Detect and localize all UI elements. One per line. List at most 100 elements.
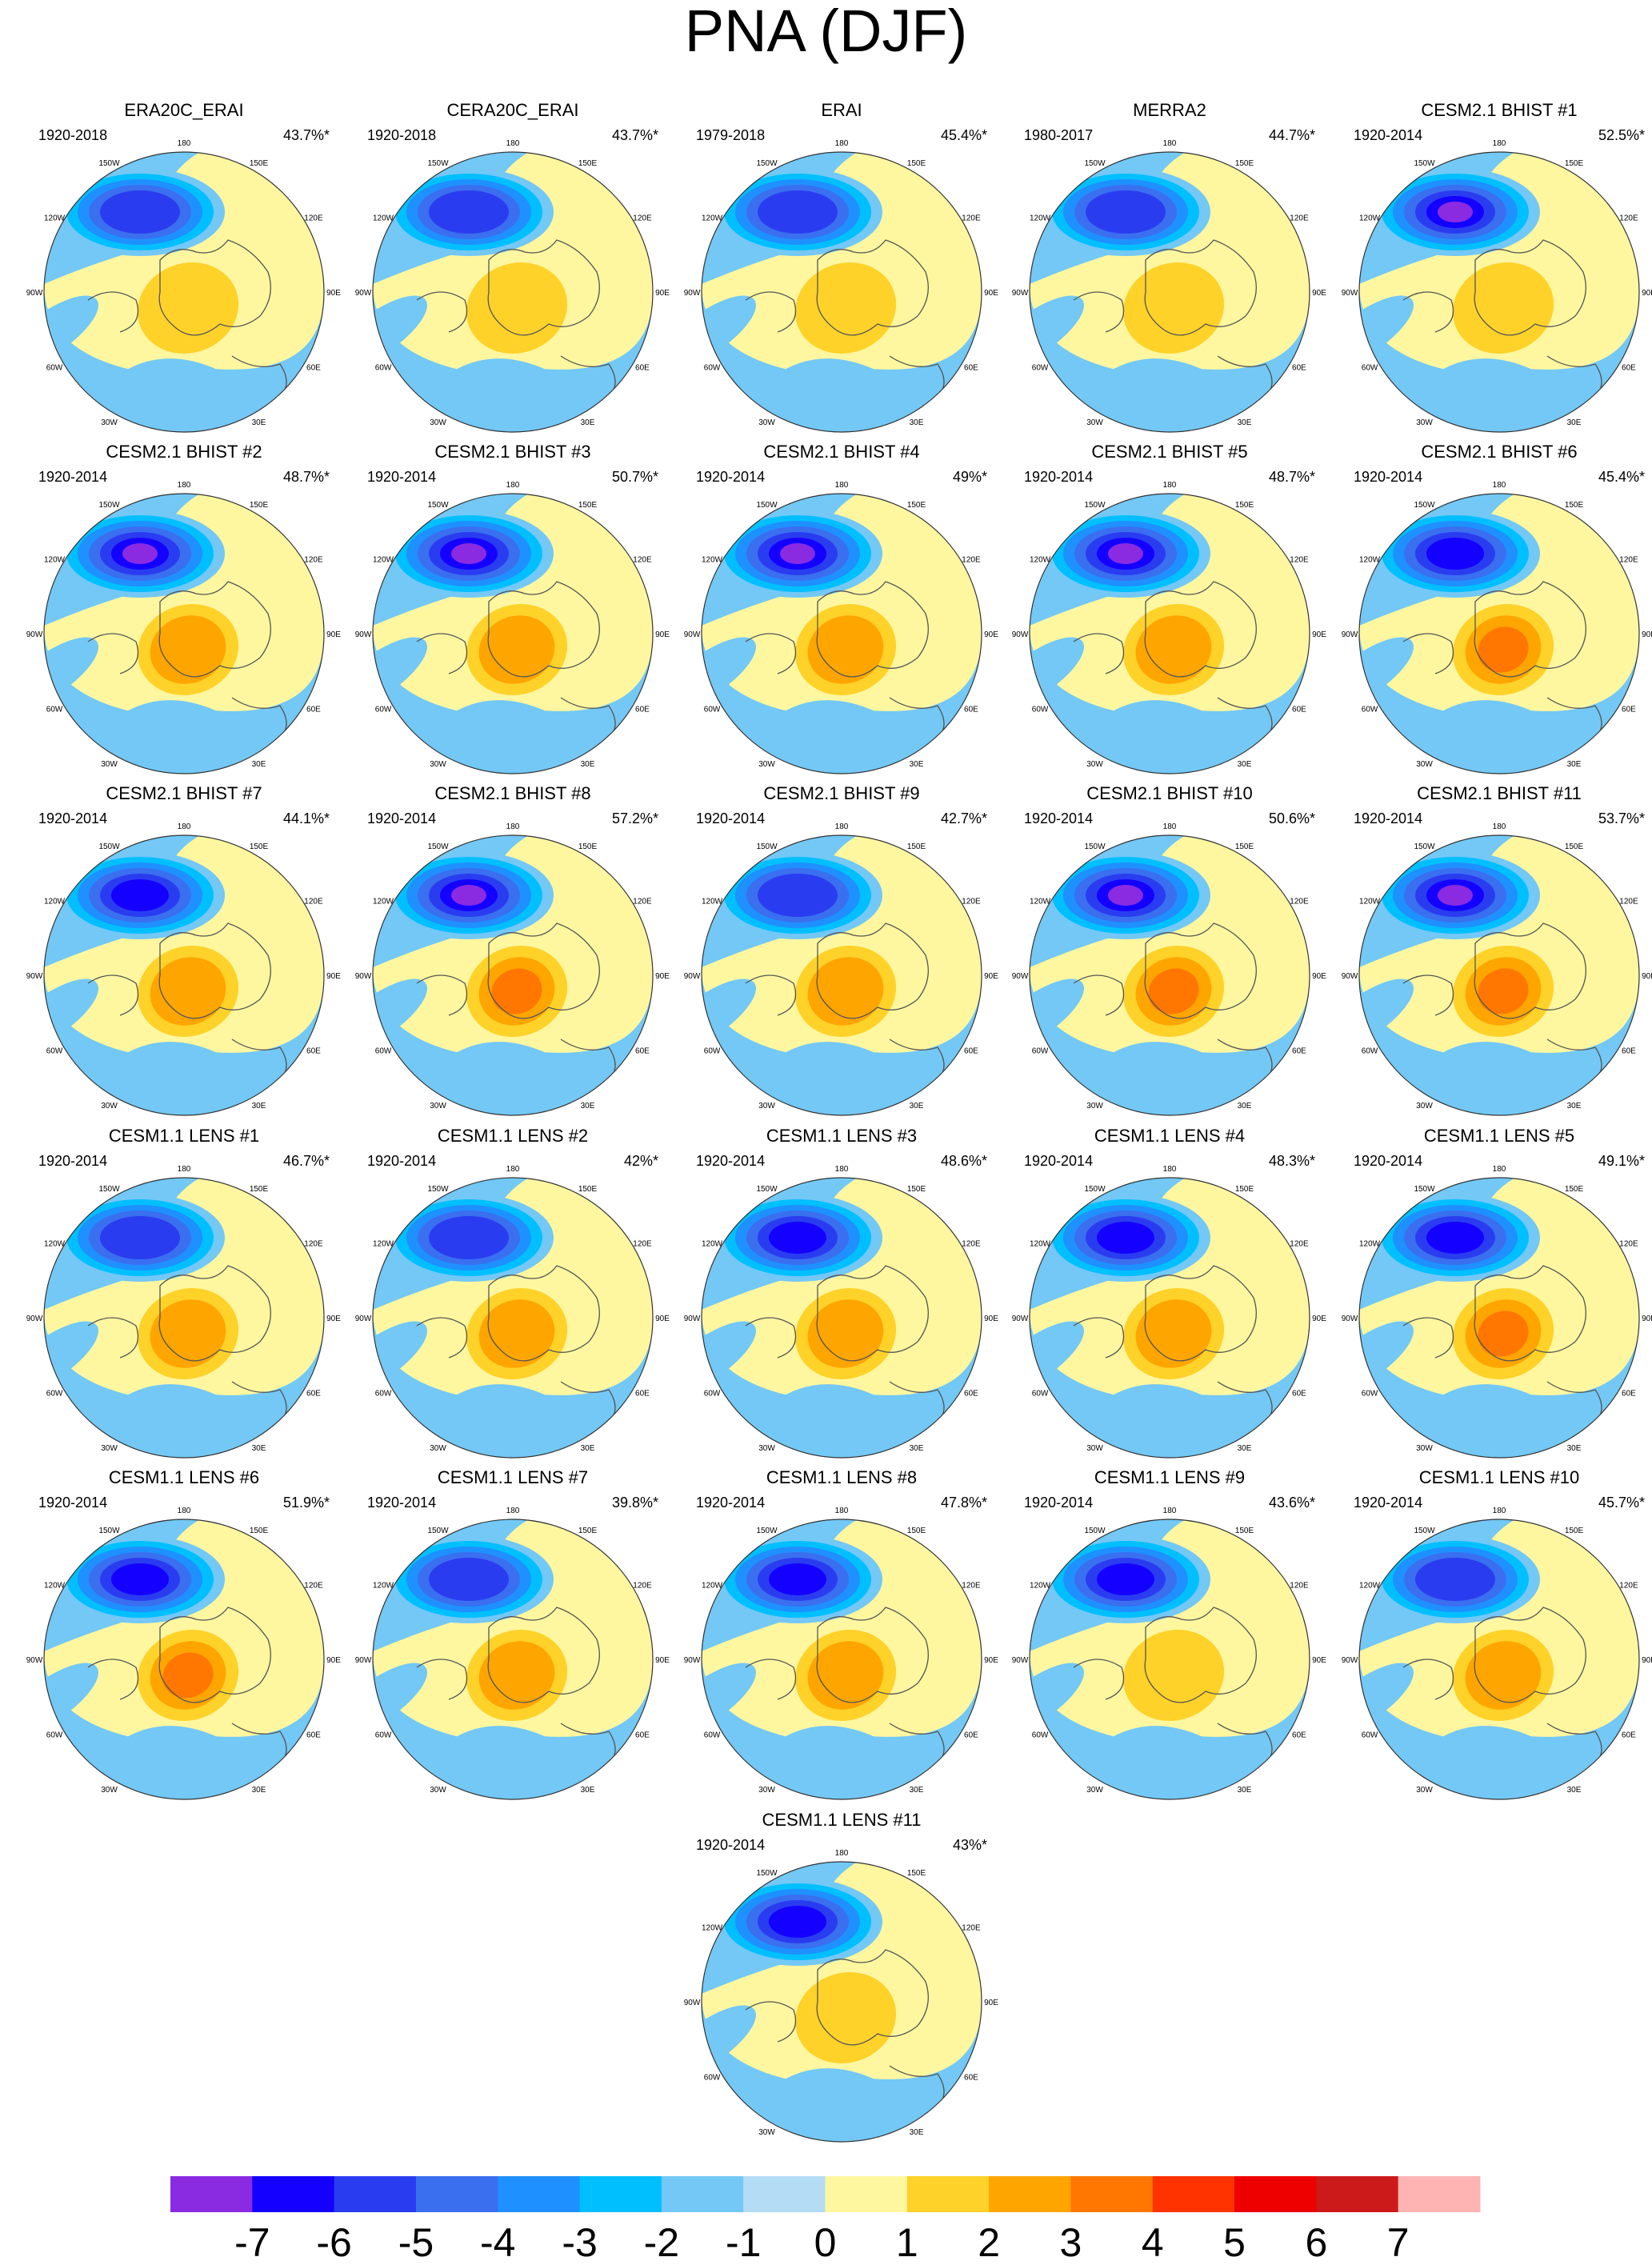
trough-contour (429, 1558, 509, 1601)
longitude-label: 90E (984, 630, 998, 639)
longitude-label: 30E (1238, 1444, 1252, 1453)
polar-map: 180150W150E120W120E90W90E60W60E30W30E0 (684, 139, 998, 433)
map-panel: 180150W150E120W120E90W90E60W60E30W30E0CE… (24, 1467, 344, 1803)
panel-period: 1920-2014 (367, 469, 437, 485)
colorbar-swatch (1070, 2176, 1154, 2212)
colorbar-swatch (906, 2176, 990, 2212)
longitude-label: 90E (326, 289, 341, 298)
positive-anomaly-region (373, 152, 653, 370)
longitude-label: 60E (635, 706, 650, 714)
panel-period: 1920-2014 (1354, 1153, 1423, 1169)
polar-map: 180150W150E120W120E90W90E60W60E30W30E0 (1342, 822, 1652, 1116)
positive-anomaly-region (1030, 835, 1310, 1053)
panel-variance: 43.7%* (611, 127, 658, 143)
longitude-label: 60E (635, 1390, 650, 1399)
longitude-label: 180 (178, 1165, 191, 1174)
longitude-label: 60E (964, 1390, 978, 1399)
longitude-label: 180 (1163, 1165, 1177, 1174)
panel-period: 1920-2018 (38, 127, 108, 143)
longitude-label: 150W (1414, 1185, 1435, 1194)
positive-anomaly-region (1030, 1519, 1310, 1737)
map-boundary (372, 151, 654, 433)
longitude-label: 30W (101, 418, 118, 427)
panel-variance: 52.5%* (1598, 127, 1645, 143)
longitude-label: 180 (506, 139, 520, 148)
map-boundary (372, 493, 654, 774)
map-panel: 180150W150E120W120E90W90E60W60E30W30E0CE… (1339, 100, 1652, 436)
colorbar-tick-label: 5 (1223, 2220, 1246, 2265)
longitude-label: 150E (578, 159, 598, 168)
map-panel: 180150W150E120W120E90W90E60W60E30W30E0CE… (1010, 442, 1330, 778)
longitude-label: 60E (635, 364, 650, 373)
longitude-label: 60W (375, 1390, 392, 1399)
polar-map: 180150W150E120W120E90W90E60W60E30W30E0 (684, 1165, 998, 1459)
panel-title: CESM1.1 LENS #3 (766, 1126, 918, 1146)
longitude-label: 60E (1292, 364, 1306, 373)
longitude-label: 60W (1362, 1731, 1378, 1740)
ridge-contour (1478, 1311, 1529, 1357)
positive-anomaly-region (44, 835, 324, 1053)
longitude-label: 90E (1312, 289, 1326, 298)
longitude-label: 180 (178, 1507, 191, 1515)
longitude-label: 30E (581, 760, 595, 769)
longitude-label: 30E (1567, 760, 1582, 769)
map-panel: 180150W150E120W120E90W90E60W60E30W30E0CE… (1339, 1126, 1652, 1462)
panel-variance: 48.3%* (1268, 1153, 1315, 1169)
longitude-label: 30E (581, 1786, 595, 1795)
ridge-contour (1452, 262, 1554, 354)
longitude-label: 60W (704, 1731, 721, 1740)
panel-variance: 50.7%* (611, 469, 658, 485)
colorbar-tick-label: -6 (316, 2220, 352, 2265)
longitude-label: 150E (907, 1869, 926, 1878)
longitude-label: 120W (1359, 1240, 1381, 1249)
map-boundary (372, 1519, 654, 1800)
panel-title: CESM2.1 BHIST #9 (763, 783, 920, 803)
longitude-label: 90W (684, 289, 701, 298)
panel-variance: 43%* (952, 1837, 987, 1853)
panel-period: 1920-2014 (1354, 810, 1423, 826)
longitude-label: 30W (1416, 418, 1433, 427)
longitude-label: 150W (1414, 159, 1435, 168)
map-boundary (701, 151, 982, 433)
colorbar-swatch (579, 2176, 662, 2212)
map-panel: 180150W150E120W120E90W90E60W60E30W30E0CE… (1010, 1126, 1330, 1462)
polar-map: 180150W150E120W120E90W90E60W60E30W30E0 (355, 1165, 670, 1459)
panel-variance: 57.2%* (611, 810, 658, 826)
panel-title: CESM2.1 BHIST #6 (1421, 442, 1578, 462)
map-boundary (43, 493, 325, 774)
longitude-label: 60E (306, 1731, 321, 1740)
map-boundary (372, 1177, 654, 1459)
longitude-label: 180 (1163, 139, 1177, 148)
longitude-label: 60W (704, 1390, 721, 1399)
longitude-label: 90E (1642, 1656, 1652, 1665)
colorbar-tick-label: 3 (1059, 2220, 1082, 2265)
longitude-label: 60W (46, 1390, 63, 1399)
longitude-label: 120E (304, 1240, 323, 1249)
longitude-label: 120W (1030, 556, 1051, 565)
positive-anomaly-region (702, 1519, 982, 1737)
longitude-label: 120W (373, 1240, 394, 1249)
longitude-label: 180 (835, 139, 849, 148)
longitude-label: 30W (758, 760, 775, 769)
colorbar-swatch (661, 2176, 744, 2212)
longitude-label: 120W (44, 556, 66, 565)
positive-anomaly-region (1359, 1519, 1639, 1737)
positive-anomaly-region (1030, 152, 1310, 370)
panel-variance: 43.6%* (1268, 1495, 1315, 1511)
panel-period: 1920-2014 (38, 1153, 108, 1169)
longitude-label: 120W (44, 214, 66, 223)
panel-variance: 45.4%* (940, 127, 987, 143)
map-panel: 180150W150E120W120E90W90E60W60E30W30E0CE… (353, 1467, 673, 1803)
colorbar-tick-label: 6 (1305, 2220, 1328, 2265)
panel-period: 1920-2014 (696, 810, 766, 826)
panel-variance: 53.7%* (1598, 810, 1645, 826)
longitude-label: 120E (962, 214, 981, 223)
trough-contour (1426, 1222, 1484, 1254)
longitude-label: 60E (1622, 364, 1636, 373)
longitude-label: 90W (684, 1656, 701, 1665)
longitude-label: 120W (44, 1582, 66, 1591)
longitude-label: 30W (430, 1102, 446, 1110)
panel-period: 1920-2014 (1024, 810, 1094, 826)
longitude-label: 120E (962, 1240, 981, 1249)
figure-title: PNA (DJF) (684, 0, 968, 64)
